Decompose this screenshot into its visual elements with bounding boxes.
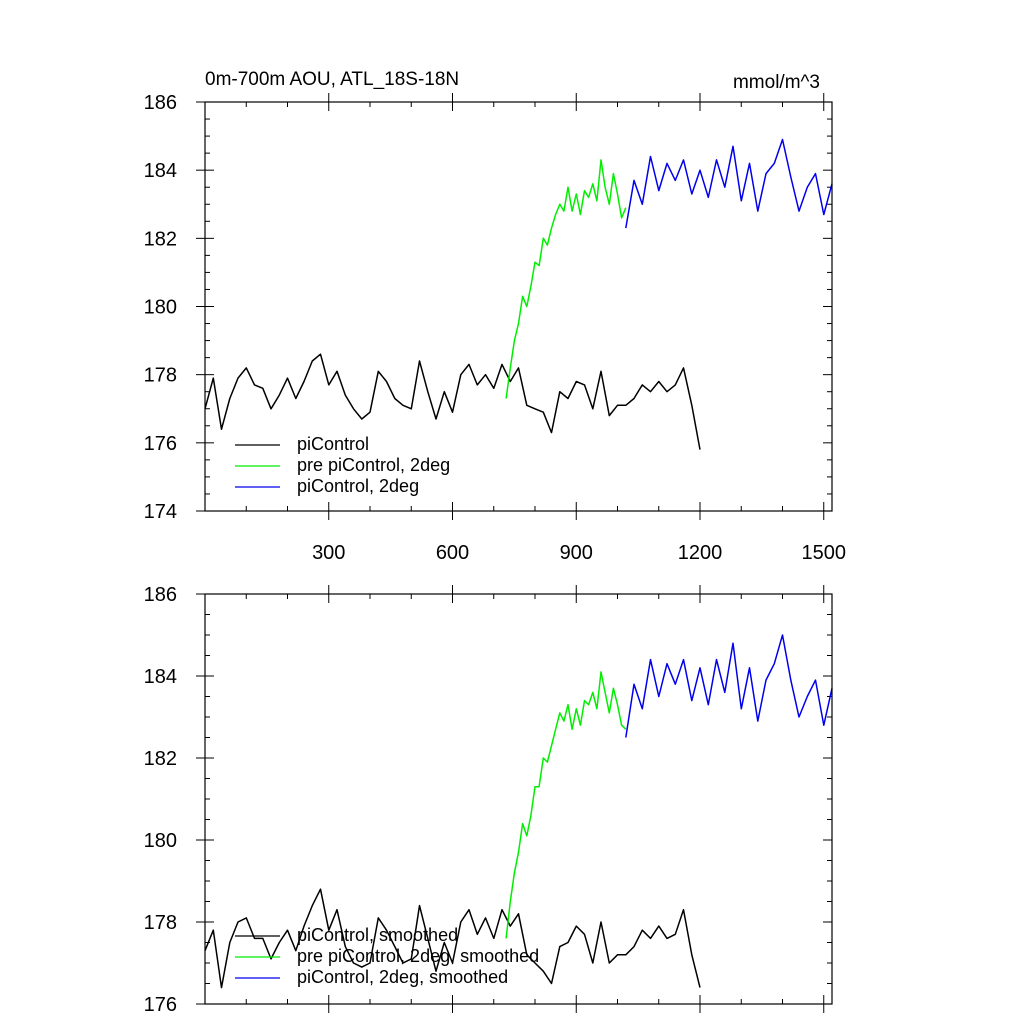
x-tick-label: 600: [436, 542, 469, 564]
top-panel: 0m-700m AOU, ATL_18S-18N mmol/m^3 300 600…: [144, 69, 846, 564]
top-panel-frame: [204, 101, 833, 512]
series-line-pre-picontrol-2deg-smoothed: [505, 671, 627, 939]
top-panel-units: mmol/m^3: [733, 72, 820, 93]
y-tick-label: 186: [144, 92, 177, 114]
top-panel-y-tick-labels: 174 176 178 180 182 184 186: [144, 92, 177, 523]
x-tick-label: 300: [312, 542, 345, 564]
series-line-pre-picontrol-2deg: [505, 159, 627, 399]
series-line-picontrol-2deg: [625, 138, 833, 229]
legend-label: pre piControl, 2deg, smoothed: [297, 946, 539, 966]
legend-label: pre piControl, 2deg: [297, 455, 450, 475]
bottom-panel: 176 178 180 182 184 186 piControl, smoothedpr…: [144, 584, 833, 1016]
bottom-panel-y-tick-labels: 176 178 180 182 184 186: [144, 584, 177, 1016]
top-panel-x-tick-labels: 300 600 900 1200 1500: [312, 542, 846, 564]
bottom-panel-series: [204, 634, 833, 989]
y-tick-label: 178: [144, 365, 177, 387]
bottom-panel-ticks: [196, 585, 832, 1013]
y-tick-label: 180: [144, 297, 177, 319]
x-tick-label: 1500: [802, 542, 847, 564]
x-tick-label: 1200: [678, 542, 723, 564]
y-tick-label: 176: [144, 433, 177, 455]
top-panel-ticks: [196, 93, 832, 520]
legend-label: piControl, 2deg, smoothed: [297, 967, 508, 987]
y-tick-label: 182: [144, 228, 177, 250]
y-tick-label: 178: [144, 912, 177, 934]
y-tick-label: 186: [144, 584, 177, 606]
y-tick-label: 180: [144, 830, 177, 852]
legend-label: piControl: [297, 434, 369, 454]
y-tick-label: 182: [144, 748, 177, 770]
legend-label: piControl, smoothed: [297, 925, 458, 945]
y-tick-label: 174: [144, 501, 177, 523]
series-line-picontrol-2deg-smoothed: [625, 634, 833, 738]
series-line-picontrol-smoothed: [204, 888, 701, 989]
top-panel-title: 0m-700m AOU, ATL_18S-18N: [205, 69, 459, 90]
x-tick-label: 900: [560, 542, 593, 564]
y-tick-label: 184: [144, 666, 177, 688]
y-tick-label: 176: [144, 994, 177, 1016]
top-panel-series: [204, 138, 833, 450]
series-line-picontrol: [204, 353, 701, 450]
legend-label: piControl, 2deg: [297, 476, 419, 496]
y-tick-label: 184: [144, 160, 177, 182]
bottom-panel-frame: [204, 593, 833, 1005]
